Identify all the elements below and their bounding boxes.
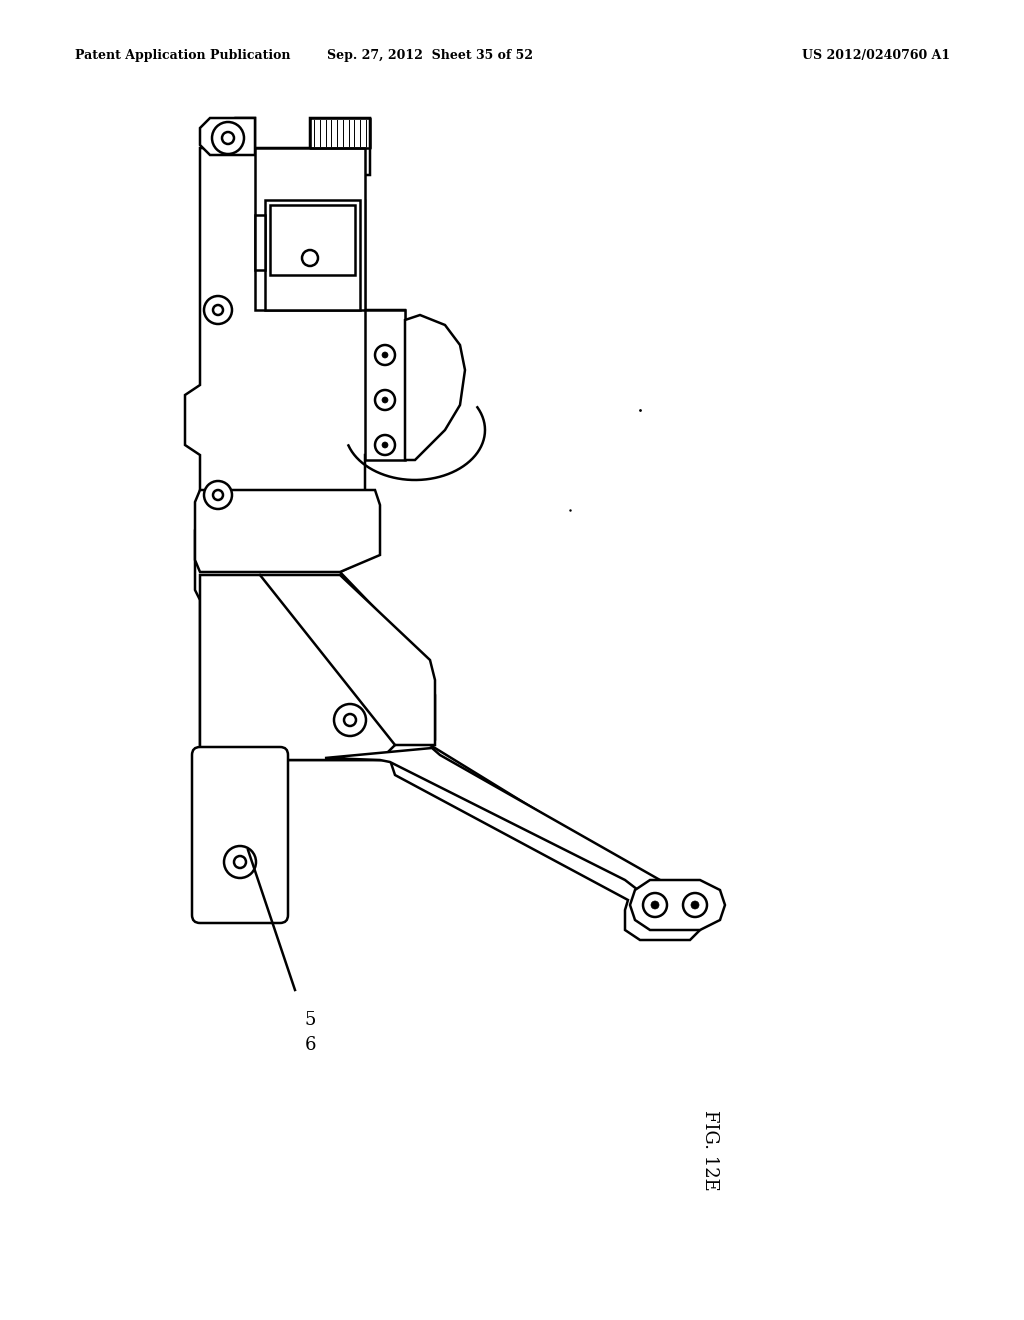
Polygon shape: [255, 215, 265, 271]
Circle shape: [382, 352, 388, 358]
Polygon shape: [365, 310, 406, 459]
Circle shape: [222, 132, 234, 144]
Text: US 2012/0240760 A1: US 2012/0240760 A1: [802, 49, 950, 62]
Polygon shape: [200, 576, 435, 760]
Polygon shape: [265, 201, 360, 310]
Circle shape: [382, 397, 388, 403]
Polygon shape: [195, 490, 380, 572]
Circle shape: [344, 714, 356, 726]
Circle shape: [375, 345, 395, 366]
Polygon shape: [200, 117, 255, 154]
Circle shape: [382, 442, 388, 447]
Polygon shape: [406, 315, 465, 459]
Circle shape: [213, 305, 223, 315]
Polygon shape: [255, 148, 365, 310]
Circle shape: [212, 121, 244, 154]
Text: Patent Application Publication: Patent Application Publication: [75, 49, 291, 62]
Polygon shape: [630, 880, 725, 931]
Text: Sep. 27, 2012  Sheet 35 of 52: Sep. 27, 2012 Sheet 35 of 52: [327, 49, 534, 62]
Text: FIG. 12E: FIG. 12E: [701, 1110, 719, 1191]
Circle shape: [651, 902, 659, 909]
Circle shape: [683, 894, 707, 917]
Circle shape: [375, 389, 395, 411]
Circle shape: [234, 855, 246, 869]
Circle shape: [334, 704, 366, 737]
Text: 5: 5: [304, 1011, 315, 1030]
Circle shape: [302, 249, 318, 267]
Circle shape: [691, 902, 699, 909]
Polygon shape: [270, 205, 355, 275]
Circle shape: [204, 296, 232, 323]
Circle shape: [213, 490, 223, 500]
Polygon shape: [325, 748, 690, 898]
FancyBboxPatch shape: [193, 747, 288, 923]
Circle shape: [375, 436, 395, 455]
Circle shape: [643, 894, 667, 917]
Text: 6: 6: [304, 1036, 315, 1053]
Circle shape: [224, 846, 256, 878]
Polygon shape: [185, 117, 700, 940]
Circle shape: [204, 480, 232, 510]
